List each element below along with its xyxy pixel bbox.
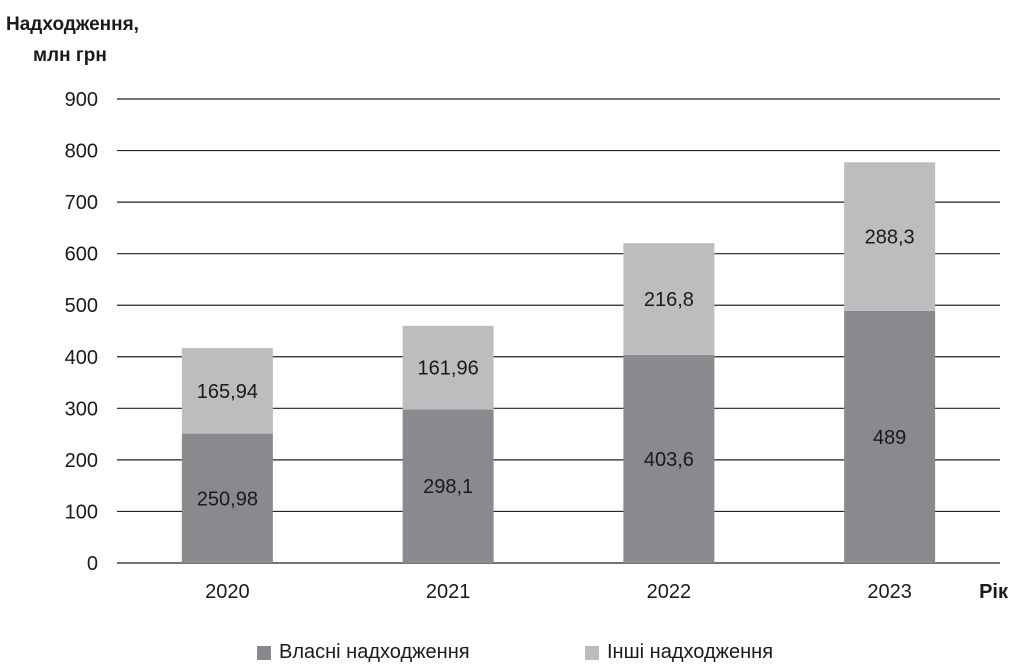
legend-item-own-revenue: Власні надходження xyxy=(257,641,470,664)
x-axis-label: Рік xyxy=(979,581,1009,603)
x-tick-label: 2023 xyxy=(867,581,912,603)
bar-chart: 0 100 200 300 400 500 600 700 800 900 250,98 165,9… xyxy=(65,89,1009,603)
legend-item-other-revenue: Інші надходження xyxy=(585,641,773,664)
y-tick-label: 600 xyxy=(65,244,98,266)
legend-swatch-own-revenue xyxy=(257,645,271,660)
y-tick-label: 0 xyxy=(87,553,98,575)
y-tick-labels: 0 100 200 300 400 500 600 700 800 900 xyxy=(65,89,98,575)
y-tick-label: 100 xyxy=(65,501,98,523)
bar-other-revenue xyxy=(844,162,936,311)
data-label: 161,96 xyxy=(418,358,479,380)
x-tick-label: 2021 xyxy=(426,581,471,603)
data-label: 403,6 xyxy=(644,449,694,471)
data-label: 250,98 xyxy=(197,488,258,510)
legend-label-other-revenue: Інші надходження xyxy=(607,641,774,663)
bar-own-revenue xyxy=(623,354,715,563)
x-tick-label: 2022 xyxy=(647,581,692,603)
data-label: 288,3 xyxy=(865,227,915,249)
bar-own-revenue xyxy=(844,310,936,563)
bars: 250,98 165,94 298,1 161,96 403,6 216,8 489 288,… xyxy=(181,162,936,563)
y-tick-label: 700 xyxy=(65,192,98,214)
bar-own-revenue xyxy=(402,409,494,563)
data-label: 298,1 xyxy=(423,476,473,498)
data-label: 165,94 xyxy=(197,381,258,403)
y-tick-label: 300 xyxy=(65,398,98,420)
bar-own-revenue xyxy=(181,433,273,563)
bar-other-revenue xyxy=(623,243,715,355)
y-axis-label-line2: млн грн xyxy=(33,45,107,66)
y-tick-label: 500 xyxy=(65,295,98,317)
y-tick-label: 800 xyxy=(65,141,98,163)
legend-label-own-revenue: Власні надходження xyxy=(279,641,470,663)
x-tick-label: 2020 xyxy=(205,581,250,603)
y-axis-label-line1: Надходження, xyxy=(6,14,139,35)
data-label: 489 xyxy=(873,427,906,449)
bar-other-revenue xyxy=(402,325,494,410)
x-tick-labels: 2020 2021 2022 2023 xyxy=(205,581,912,603)
data-label: 216,8 xyxy=(644,289,694,311)
legend-swatch-other-revenue xyxy=(585,645,599,660)
y-tick-label: 200 xyxy=(65,450,98,472)
y-tick-label: 400 xyxy=(65,347,98,369)
y-tick-label: 900 xyxy=(65,89,98,111)
bar-other-revenue xyxy=(181,348,273,434)
